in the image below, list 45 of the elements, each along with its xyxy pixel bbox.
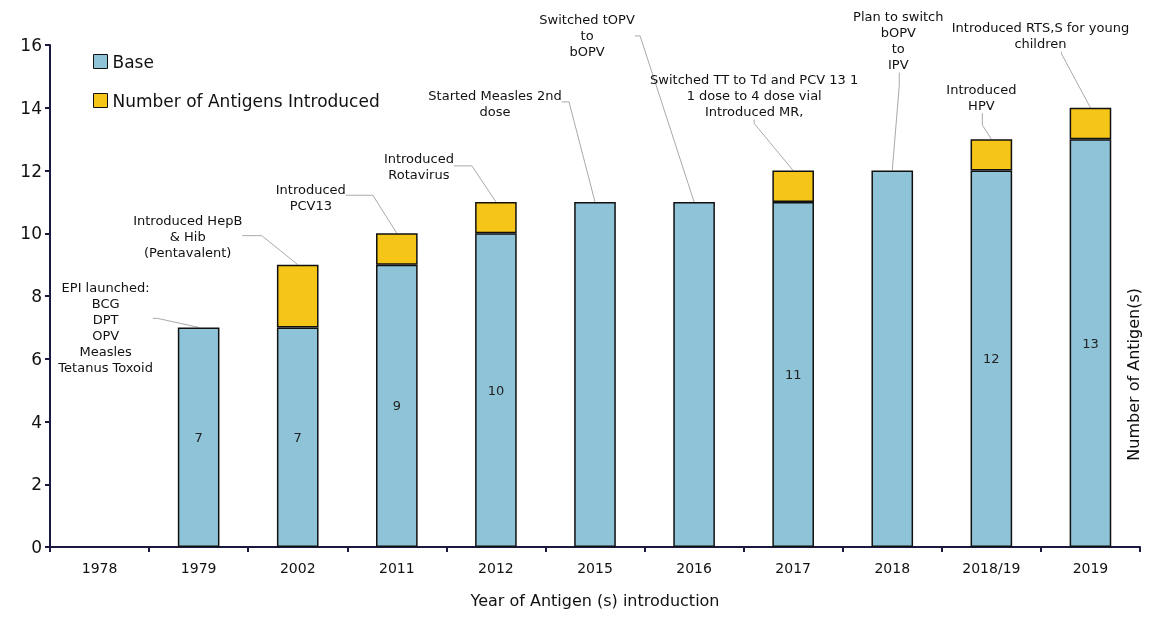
data-label: 11 bbox=[784, 366, 802, 382]
x-tick-label: 2016 bbox=[676, 560, 712, 576]
x-tick-label: 2019 bbox=[1072, 560, 1109, 576]
y-tick-label: 0 bbox=[31, 537, 42, 557]
x-tick-label: 2002 bbox=[279, 560, 316, 576]
data-label: 12 bbox=[983, 351, 1000, 367]
data-label: 13 bbox=[1082, 335, 1099, 351]
y-tick-label: 14 bbox=[20, 97, 42, 118]
y-tick-label: 8 bbox=[31, 286, 42, 306]
x-axis-title: Year of Antigen (s) introduction bbox=[469, 590, 720, 610]
bar bbox=[574, 201, 616, 547]
x-tick-label: 2017 bbox=[775, 560, 811, 576]
annotation: EPI launched: BCG DPT OPV Measles Tetanus Toxoid bbox=[57, 279, 153, 375]
x-tick-label: 1978 bbox=[81, 560, 118, 576]
y-tick-label: 10 bbox=[20, 223, 42, 244]
x-tick-label: 2018 bbox=[874, 560, 911, 576]
annotation: Started Measles 2nd dose bbox=[428, 88, 562, 120]
annotation: Introduced HepB & Hib (Pentavalent) bbox=[133, 213, 243, 261]
legend-label: Number of Antigens Introduced bbox=[112, 90, 380, 111]
legend-label: Base bbox=[112, 51, 154, 72]
annotation: Introduced Rotavirus bbox=[383, 151, 454, 183]
bar bbox=[177, 327, 220, 547]
bar bbox=[673, 201, 715, 547]
data-label: 9 bbox=[392, 398, 401, 414]
annotation: Introduced PCV13 bbox=[275, 181, 346, 213]
x-tick-label: 2012 bbox=[478, 560, 514, 576]
x-tick-label: 2011 bbox=[379, 560, 415, 576]
y-axis-title: Number of Antigen(s) bbox=[1123, 287, 1143, 461]
annotation: Switched TT to Td and PCV 13 1 1 dose to 4 dose vial Introduced MR, bbox=[650, 72, 859, 119]
x-tick-label: 2015 bbox=[577, 560, 613, 576]
y-tick-label: 4 bbox=[31, 411, 42, 432]
annotation: Switched tOPV to bOPV bbox=[539, 12, 635, 60]
y-tick-label: 2 bbox=[31, 474, 42, 495]
data-label: 10 bbox=[487, 382, 505, 398]
x-tick-label: 2018/19 bbox=[962, 560, 1021, 576]
data-label: 7 bbox=[194, 429, 203, 445]
y-tick-label: 16 bbox=[20, 35, 42, 55]
annotation: Plan to switch bOPV to IPV bbox=[853, 9, 944, 72]
y-tick-label: 6 bbox=[31, 348, 42, 369]
data-label: 7 bbox=[293, 429, 302, 445]
x-tick-label: 1979 bbox=[180, 560, 217, 576]
annotation: Introduced HPV bbox=[946, 81, 1017, 113]
y-tick-label: 12 bbox=[20, 160, 42, 181]
bar bbox=[871, 170, 914, 547]
annotation: Introduced RTS,S for young children bbox=[951, 20, 1130, 52]
